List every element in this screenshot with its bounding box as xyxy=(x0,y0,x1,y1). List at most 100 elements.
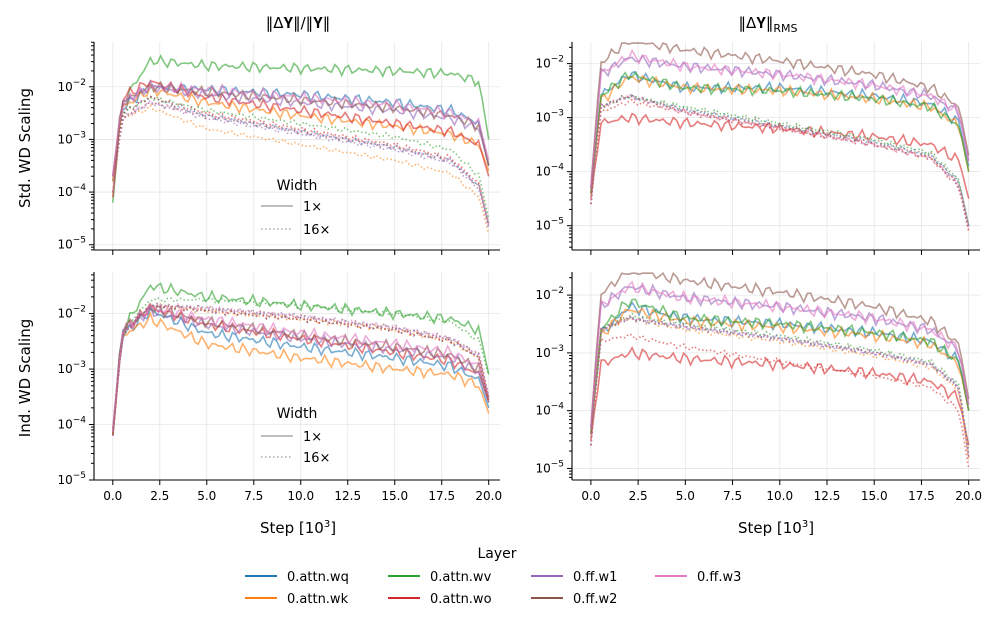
row-label-std-wd: Std. WD Scaling xyxy=(16,88,34,208)
series-0-attn-wq-1x xyxy=(590,70,970,194)
x-tick-label: 17.5 xyxy=(428,489,455,503)
svg-text:16×: 16× xyxy=(303,223,330,238)
layer-legend: Layer 0.attn.wq 0.attn.wk 0.attn.wv 0.attn.… xyxy=(245,546,741,607)
y-tick-label: 10−5 xyxy=(535,459,564,475)
series-0-attn-wv-1x xyxy=(112,282,490,436)
x-tick-label: 12.5 xyxy=(814,489,841,503)
legend-item-0-attn-wo: 0.attn.wo xyxy=(388,592,492,607)
series-0-attn-wo-16x xyxy=(590,333,970,469)
legend-label: 0.attn.wk xyxy=(287,592,349,607)
width-legend-bottom: Width 1× 16× xyxy=(261,406,330,466)
legend-label: 0.ff.w3 xyxy=(697,570,741,585)
svg-text:Width: Width xyxy=(277,406,318,422)
x-tick-label: 2.5 xyxy=(150,489,169,503)
title-delta-y-rms: ‖Δ𝐘‖RMS xyxy=(738,14,797,35)
series-0-ff-w1-16x xyxy=(112,303,490,436)
panel-3: 0.0 2.5 5.0 7.5 10.0 12.5 15.0 17.5 20.0 10−5 10−4… xyxy=(57,272,502,503)
series-0-ff-w2-16x xyxy=(112,101,490,227)
series-0-ff-w3-1x xyxy=(590,280,970,429)
legend-item-0-attn-wv: 0.attn.wv xyxy=(388,570,492,585)
series-0-ff-w2-1x xyxy=(590,271,970,429)
series-0-attn-wk-1x xyxy=(590,307,970,434)
width-legend-top: Width 1× 16× xyxy=(261,178,330,238)
y-tick-label: 10−3 xyxy=(535,344,564,360)
series-0-ff-w1-1x xyxy=(590,283,970,429)
legend-item-0-ff-w3: 0.ff.w3 xyxy=(655,570,741,585)
x-tick-label: 10.0 xyxy=(766,489,793,503)
y-tick-label: 10−2 xyxy=(57,78,86,94)
row-label-ind-wd: Ind. WD Scaling xyxy=(16,319,34,437)
series-0-attn-wk-16x xyxy=(590,318,970,460)
y-tick-label: 10−3 xyxy=(57,360,86,376)
legend-item-0-ff-w2: 0.ff.w2 xyxy=(531,592,617,607)
x-tick-label: 0.0 xyxy=(581,489,600,503)
series-0-attn-wv-16x xyxy=(590,94,970,226)
x-tick-label: 7.5 xyxy=(244,489,263,503)
y-tick-label: 10−2 xyxy=(57,305,86,321)
series-0-attn-wv-16x xyxy=(590,312,970,452)
x-tick-label: 17.5 xyxy=(908,489,935,503)
y-tick-label: 10−3 xyxy=(57,130,86,146)
series-0-ff-w2-1x xyxy=(112,80,490,177)
series-0-ff-w3-1x xyxy=(112,303,490,431)
legend-label: 0.ff.w1 xyxy=(573,570,617,585)
legend-item-0-attn-wq: 0.attn.wq xyxy=(245,570,349,585)
y-tick-label: 10−2 xyxy=(535,55,564,71)
panel-1: 10−5 10−4 10−3 10−2 xyxy=(57,41,500,255)
series-0-attn-wv-1x xyxy=(590,298,970,434)
x-axis-label-right: Step [103] xyxy=(738,519,814,537)
panel-2: 10−5 10−4 10−3 10−2 xyxy=(535,42,980,255)
legend-label: 0.attn.wo xyxy=(430,592,492,607)
y-tick-label: 10−4 xyxy=(535,402,564,418)
x-tick-label: 20.0 xyxy=(475,489,502,503)
series-0-ff-w3-16x xyxy=(112,302,490,436)
legend-label: 0.ff.w2 xyxy=(573,592,617,607)
y-tick-label: 10−5 xyxy=(57,471,86,487)
legend-item-0-ff-w1: 0.ff.w1 xyxy=(531,570,617,585)
x-tick-label: 10.0 xyxy=(287,489,314,503)
svg-text:1×: 1× xyxy=(303,430,322,445)
series-0-attn-wk-1x xyxy=(112,311,490,436)
y-tick-label: 10−3 xyxy=(535,109,564,125)
series-0-attn-wv-1x xyxy=(112,53,490,203)
x-tick-label: 2.5 xyxy=(629,489,648,503)
x-tick-label: 7.5 xyxy=(723,489,742,503)
legend-label: 0.attn.wv xyxy=(430,570,492,585)
y-tick-label: 10−5 xyxy=(57,236,86,252)
y-tick-label: 10−4 xyxy=(57,416,86,432)
series-0-ff-w2-1x xyxy=(590,42,970,188)
series-0-ff-w3-1x xyxy=(590,48,970,188)
y-tick-label: 10−5 xyxy=(535,217,564,233)
y-tick-label: 10−4 xyxy=(535,163,564,179)
x-tick-label: 12.5 xyxy=(334,489,361,503)
series-0-ff-w2-16x xyxy=(590,94,970,226)
svg-text:Layer: Layer xyxy=(477,546,516,562)
svg-text:16×: 16× xyxy=(303,451,330,466)
y-tick-label: 10−2 xyxy=(535,286,564,302)
series-0-attn-wq-1x xyxy=(112,307,490,436)
series-0-attn-wv-1x xyxy=(590,71,970,194)
series-0-attn-wq-16x xyxy=(590,315,970,458)
svg-text:Width: Width xyxy=(277,178,318,194)
y-tick-label: 10−4 xyxy=(57,183,86,199)
series-0-attn-wk-1x xyxy=(590,74,970,194)
svg-text:1×: 1× xyxy=(303,200,322,215)
series-0-attn-wv-16x xyxy=(112,296,490,436)
x-tick-label: 5.0 xyxy=(676,489,695,503)
series-0-attn-wq-16x xyxy=(112,95,490,224)
series-0-attn-wo-1x xyxy=(590,346,970,446)
x-axis-label-left: Step [103] xyxy=(260,519,336,537)
x-tick-label: 15.0 xyxy=(861,489,888,503)
x-tick-label: 15.0 xyxy=(381,489,408,503)
series-0-ff-w3-16x xyxy=(112,100,490,227)
x-tick-label: 20.0 xyxy=(955,489,982,503)
panel-4: 0.0 2.5 5.0 7.5 10.0 12.5 15.0 17.5 20.0 10−5 10−4… xyxy=(535,271,982,503)
legend-item-0-attn-wk: 0.attn.wk xyxy=(245,592,349,607)
x-tick-label: 5.0 xyxy=(197,489,216,503)
title-delta-y-over-y: ‖Δ𝐘‖/‖𝐘‖ xyxy=(266,14,331,32)
series-0-ff-w3-1x xyxy=(112,80,490,177)
x-tick-label: 0.0 xyxy=(103,489,122,503)
legend-label: 0.attn.wq xyxy=(287,570,349,585)
series-0-attn-wk-1x xyxy=(112,82,490,182)
